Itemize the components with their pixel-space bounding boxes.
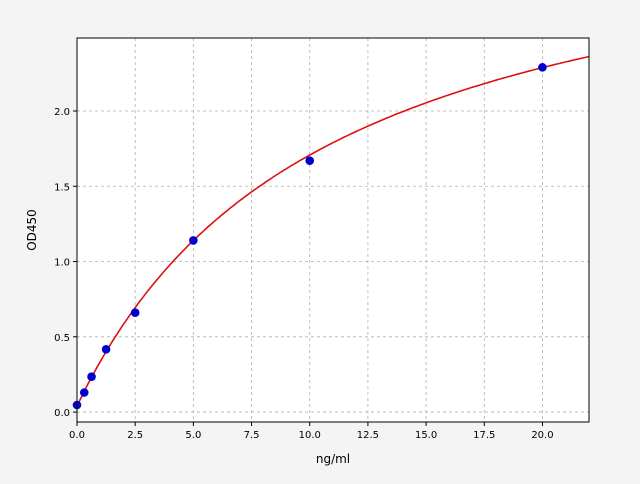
y-tick-label: 0.0 bbox=[54, 408, 70, 419]
data-point bbox=[189, 236, 198, 245]
x-tick-label: 20.0 bbox=[531, 430, 553, 441]
y-tick-label: 0.5 bbox=[54, 333, 70, 344]
x-tick-label: 2.5 bbox=[127, 430, 143, 441]
data-point bbox=[79, 388, 89, 397]
x-tick-label: 17.5 bbox=[473, 430, 495, 441]
y-tick-label: 1.0 bbox=[54, 258, 70, 269]
y-tick-label: 1.5 bbox=[54, 182, 70, 193]
plot-frame bbox=[76, 37, 590, 423]
y-axis-label: OD450 bbox=[25, 209, 39, 251]
grid bbox=[76, 38, 589, 422]
y-tick-label: 2.0 bbox=[54, 107, 70, 118]
data-point bbox=[87, 372, 96, 381]
plot-area bbox=[77, 38, 589, 422]
x-tick-label: 0.0 bbox=[69, 430, 85, 441]
x-tick-label: 15.0 bbox=[415, 430, 437, 441]
y-axis-ticks: 0.0 0.5 1.0 1.5 2.0 bbox=[54, 107, 77, 419]
data-point bbox=[538, 63, 547, 72]
x-axis-ticks: 0.0 2.5 5.0 7.5 10.0 12.5 15.0 17.5 20.0 bbox=[69, 422, 554, 441]
data-point bbox=[305, 156, 315, 165]
fitted-curve bbox=[76, 55, 590, 407]
x-tick-label: 5.0 bbox=[185, 430, 201, 441]
x-tick-label: 10.0 bbox=[299, 430, 321, 441]
x-tick-label: 12.5 bbox=[357, 430, 379, 441]
x-axis-label: ng/ml bbox=[316, 452, 350, 466]
x-tick-label: 7.5 bbox=[244, 430, 260, 441]
data-point bbox=[101, 344, 111, 354]
data-point bbox=[130, 308, 140, 318]
